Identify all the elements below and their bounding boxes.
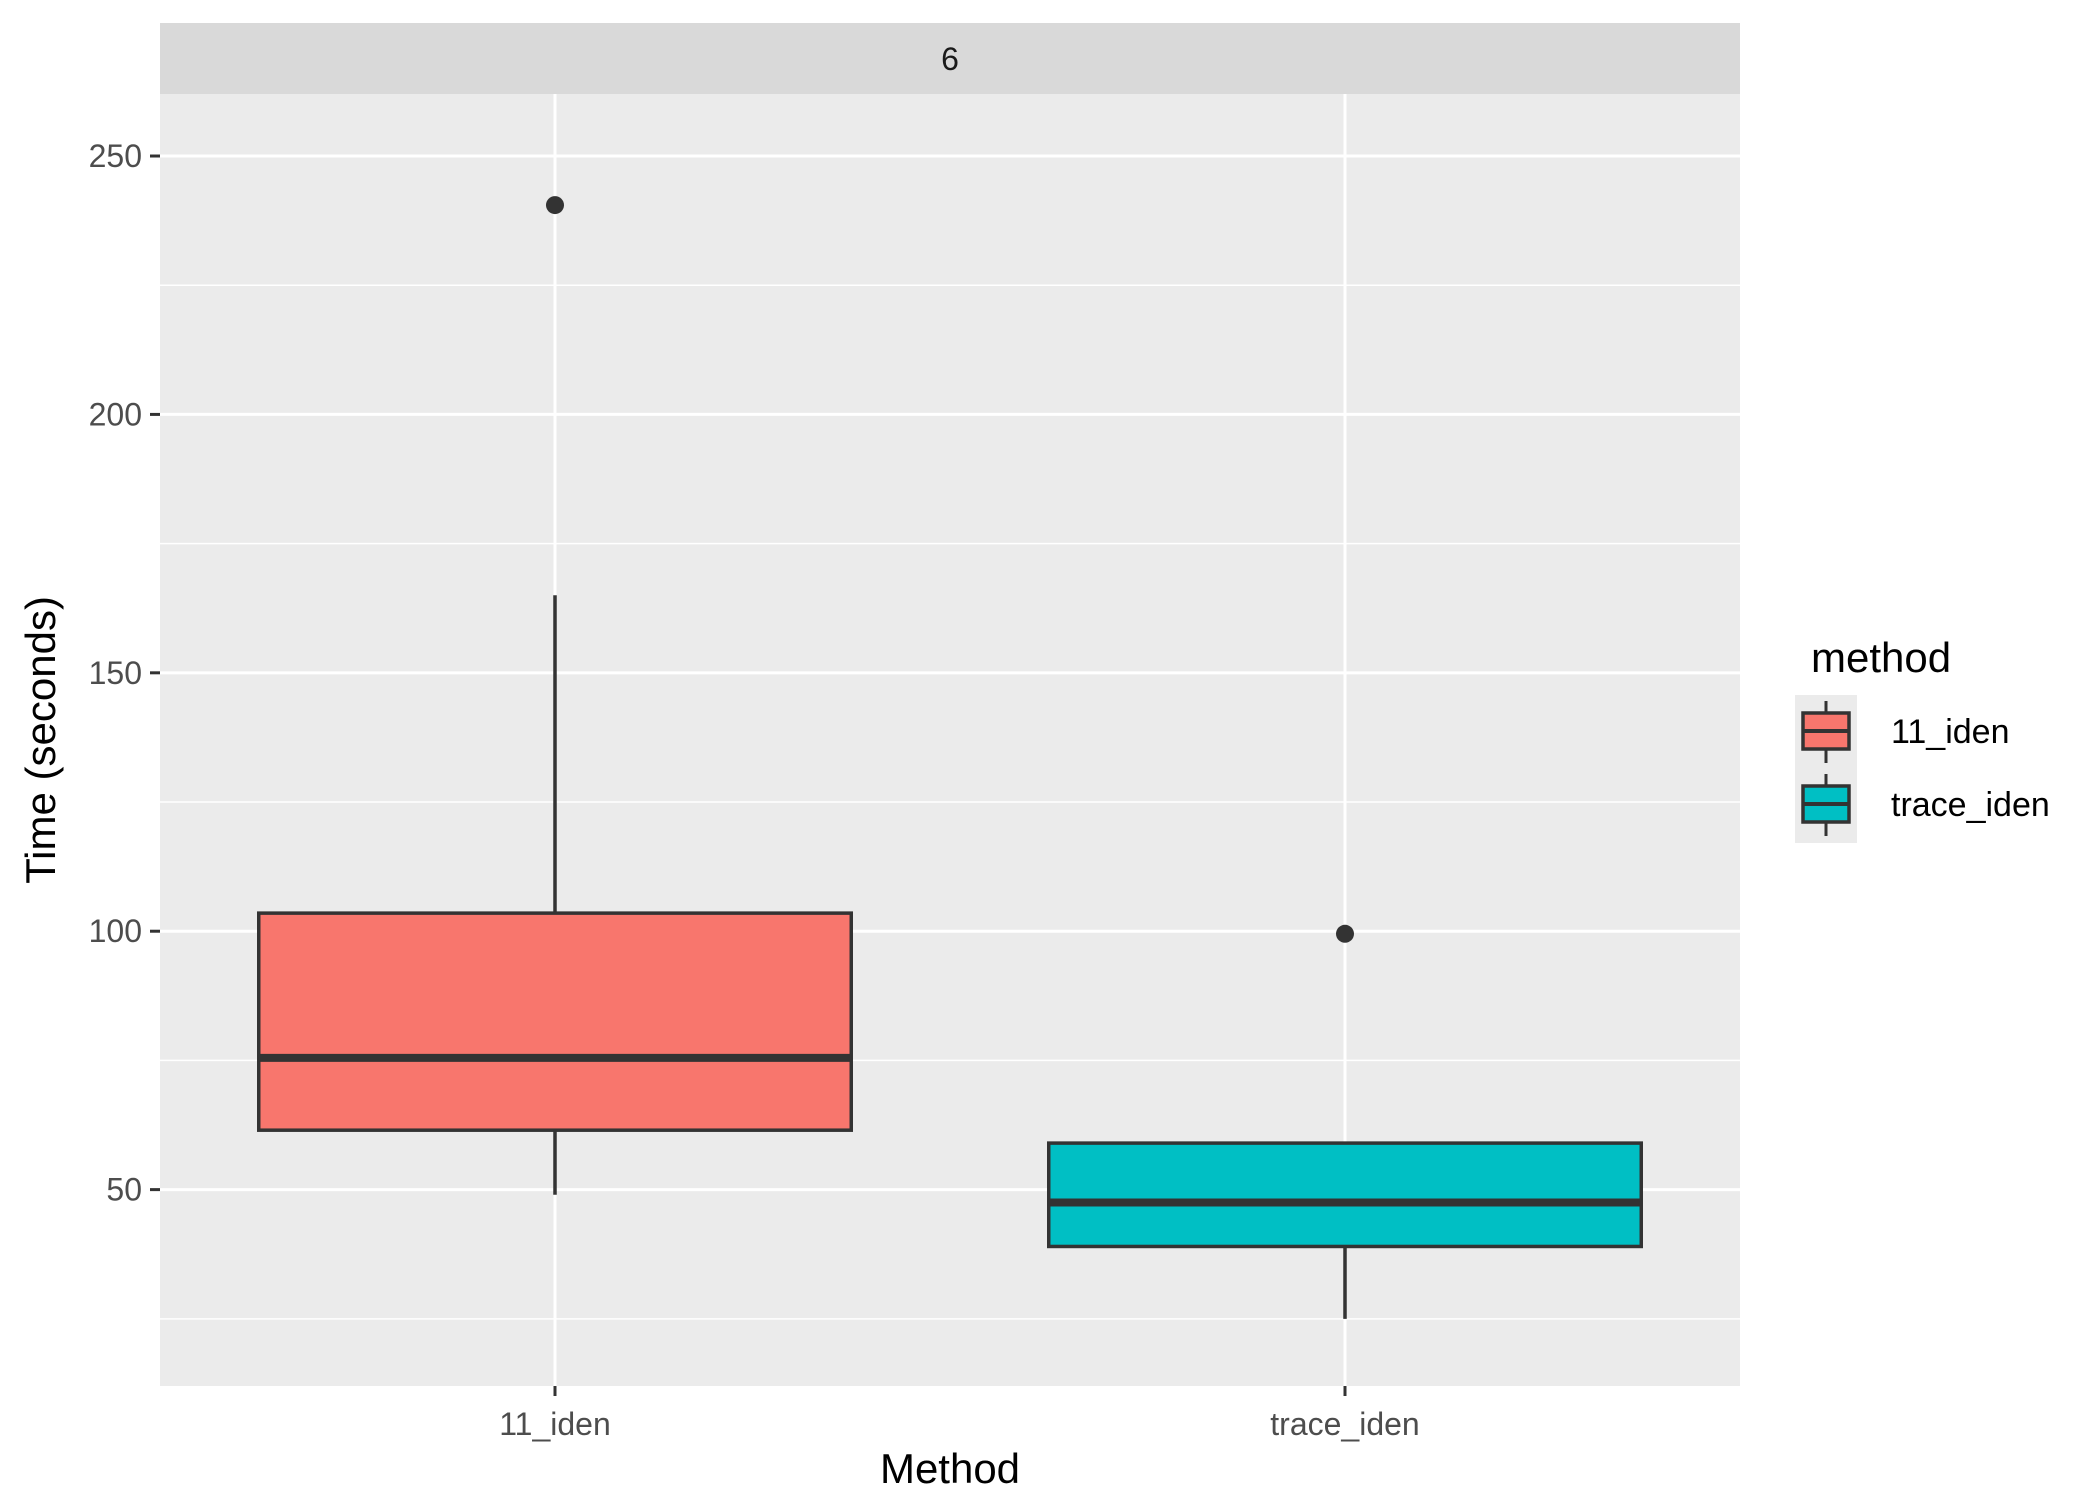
x-axis: 11_iden trace_iden — [499, 1386, 1420, 1442]
x-tick-label: 11_iden — [499, 1406, 611, 1442]
legend-label: trace_iden — [1891, 786, 2050, 824]
facet-strip-label: 6 — [941, 41, 959, 77]
box-11_iden — [257, 196, 853, 1195]
y-axis-title: Time (seconds) — [17, 596, 64, 884]
y-tick-label: 100 — [89, 913, 142, 949]
outlier-point — [1336, 924, 1354, 943]
box-body — [257, 911, 853, 1132]
legend-label: 11_iden — [1891, 713, 2010, 751]
outlier-point — [546, 196, 564, 215]
x-axis-title: Method — [880, 1445, 1020, 1492]
y-tick-label: 200 — [89, 396, 142, 432]
box-trace_iden — [1047, 924, 1643, 1319]
legend-key-11_iden: 11_iden — [1801, 701, 2010, 763]
y-tick-label: 250 — [89, 138, 142, 174]
box-body — [1047, 1141, 1643, 1249]
facet-strip — [160, 23, 1740, 94]
minor-gridlines — [160, 284, 1740, 1320]
y-axis: 50 100 150 200 250 — [89, 138, 160, 1208]
y-tick-label: 50 — [106, 1172, 142, 1208]
legend-key-trace_iden: trace_iden — [1801, 774, 2050, 836]
x-tick-label: trace_iden — [1270, 1406, 1419, 1442]
box-series — [257, 196, 1643, 1319]
legend-keys: 11_iden trace_iden — [1795, 695, 2050, 843]
y-tick-label: 150 — [89, 655, 142, 691]
legend: method 11_iden trace_iden — [1795, 634, 2050, 843]
legend-title: method — [1811, 634, 1951, 681]
